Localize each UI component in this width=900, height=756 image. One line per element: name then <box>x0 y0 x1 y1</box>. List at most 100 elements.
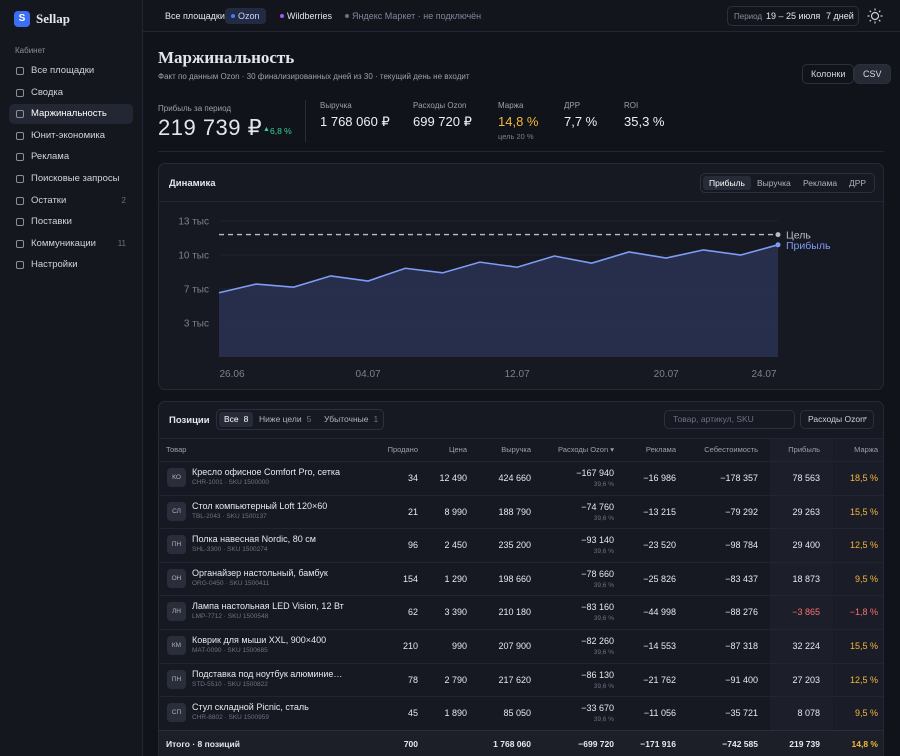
kpi-value: 699 720 ₽ <box>413 114 472 129</box>
nav-item[interactable]: Поисковые запросы <box>31 173 120 184</box>
column-header[interactable]: Себестоимость <box>704 445 758 454</box>
platform-tab[interactable]: Яндекс Маркет · не подключён <box>345 8 481 24</box>
cell-revenue: 188 790 <box>498 506 531 517</box>
nav-badge: 11 <box>117 238 126 248</box>
total-sold: 700 <box>403 738 418 749</box>
column-header[interactable]: Прибыль <box>788 445 820 454</box>
nav-item[interactable]: Юнит-экономика <box>31 129 106 141</box>
column-header[interactable]: Продано <box>387 445 418 454</box>
product-name[interactable]: Органайзер настольный, бамбук <box>192 567 328 578</box>
cell-exp-pct: 39,6 % <box>593 716 614 724</box>
theme-toggle[interactable] <box>867 8 883 24</box>
row-border <box>159 461 883 462</box>
nav-icon <box>16 175 24 183</box>
product-sku: LMP-7712 · SKU 1500548 <box>192 613 269 621</box>
column-header[interactable]: Реклама <box>645 445 676 454</box>
column-header[interactable]: Расходы Ozon ▾ <box>558 445 614 454</box>
cell-expenses: −74 760 <box>581 501 614 512</box>
period-box[interactable]: Период 19 – 25 июля 7 дней <box>727 6 859 26</box>
cell-margin: 9,5 % <box>854 573 878 584</box>
column-header[interactable]: Выручка <box>501 445 531 454</box>
divider <box>305 100 306 142</box>
product-name[interactable]: Полка навесная Nordic, 80 см <box>192 534 316 545</box>
product-sku: MAT-0090 · SKU 1500685 <box>192 647 268 654</box>
cell-profit: 78 563 <box>792 473 820 483</box>
cell-cost: −35 721 <box>725 708 758 719</box>
nav-item[interactable]: Настройки <box>31 259 78 271</box>
row-border <box>159 696 883 698</box>
chart-tab[interactable]: Реклама <box>803 178 838 188</box>
filter-label: Убыточные <box>324 414 369 424</box>
nav-icon <box>16 153 24 162</box>
cell-profit: 32 224 <box>792 641 820 651</box>
cell-margin: 9,5 % <box>854 708 878 719</box>
row-border <box>159 528 883 530</box>
column-header[interactable]: Маржа <box>854 445 878 454</box>
kpi-label: ROI <box>624 101 639 110</box>
brand: Sellap <box>36 11 70 26</box>
chart-tab[interactable]: Прибыль <box>703 176 751 190</box>
row-border <box>159 662 883 664</box>
kpi-label: Расходы Ozon <box>413 101 467 110</box>
filter-label: Все <box>224 414 239 424</box>
product-name[interactable]: Подставка под ноутбук алюминие… <box>192 668 343 679</box>
nav-item[interactable]: Реклама <box>31 151 70 163</box>
search-input[interactable]: Товар, артикул, SKU <box>664 410 795 429</box>
nav-item[interactable]: Все площадки <box>31 65 95 76</box>
cell-revenue: 207 900 <box>498 641 531 651</box>
column-header[interactable]: Цена <box>448 445 467 454</box>
kpi-delta-arrow: ▲ <box>263 126 270 133</box>
cell-expenses: −167 940 <box>576 468 614 478</box>
column-header: Товар <box>166 445 187 454</box>
platform-tab[interactable]: Ozon <box>225 8 266 24</box>
kpi-label: Маржа <box>498 101 524 110</box>
filter[interactable]: Ниже цели 5 <box>254 412 316 427</box>
filter[interactable]: Все 8 <box>219 412 254 427</box>
tab-label: Яндекс Маркет · не подключён <box>352 11 482 21</box>
platform-tab[interactable]: Все площадки <box>165 8 225 24</box>
nav-item[interactable]: Коммуникации <box>31 237 96 249</box>
product-sku: CHR-1001 · SKU 1500000 <box>192 479 269 486</box>
total-margin: 14,8 % <box>851 738 878 749</box>
section-label: Кабинет <box>15 46 46 55</box>
cell-cost: −83 437 <box>725 573 758 584</box>
nav-item[interactable]: Маржинальность <box>31 108 107 120</box>
cell-expenses: −82 260 <box>581 636 614 646</box>
nav-icon <box>16 196 24 205</box>
product-name[interactable]: Стул складной Picnic, сталь <box>192 702 309 713</box>
cell-price: 2 450 <box>444 540 467 551</box>
nav-icon <box>16 110 24 119</box>
total-cost: −742 585 <box>722 738 758 749</box>
nav-item[interactable]: Остатки <box>31 194 67 206</box>
avatar: СП <box>167 703 186 723</box>
chart-tab[interactable]: ДРР <box>849 178 867 188</box>
cell-revenue: 85 050 <box>503 708 531 719</box>
chart-panel: Динамика Прибыль Выручка Реклама ДРР <box>158 163 884 390</box>
product-name[interactable]: Коврик для мыши XXL, 900×400 <box>192 635 327 645</box>
nav-item[interactable]: Сводка <box>31 86 64 98</box>
filter-count: 1 <box>373 414 379 424</box>
row-border <box>159 561 883 563</box>
table-panel: Позиции Все 8 Ниже цели 5 Убыточные 1 Товар, ар… <box>158 401 884 756</box>
button[interactable]: CSV <box>854 64 891 84</box>
product-name[interactable]: Лампа настольная LED Vision, 12 Вт <box>192 601 344 612</box>
tab-label: Все площадки <box>165 11 225 21</box>
chart-tab[interactable]: Выручка <box>757 178 791 188</box>
cell-price: 1 290 <box>444 573 467 584</box>
product-name[interactable]: Кресло офисное Comfort Pro, сетка <box>192 467 341 477</box>
cell-sold: 45 <box>407 708 418 719</box>
total-expenses: −699 720 <box>578 738 614 749</box>
kpi-value: 1 768 060 ₽ <box>320 114 390 129</box>
cell-sold: 210 <box>402 641 418 651</box>
nav-item[interactable]: Поставки <box>31 216 72 228</box>
filter[interactable]: Убыточные 1 <box>319 412 383 427</box>
caret: ▾ <box>863 416 867 422</box>
button[interactable]: Колонки <box>802 64 855 84</box>
filter-count: 8 <box>243 414 249 424</box>
kpi-label: Выручка <box>320 101 352 110</box>
cell-sold: 34 <box>407 473 418 483</box>
product-name[interactable]: Стол компьютерный Loft 120×60 <box>192 500 328 511</box>
dropdown[interactable]: Расходы Ozon ▾ <box>800 410 874 429</box>
platform-tab[interactable]: Wildberries <box>280 8 332 24</box>
